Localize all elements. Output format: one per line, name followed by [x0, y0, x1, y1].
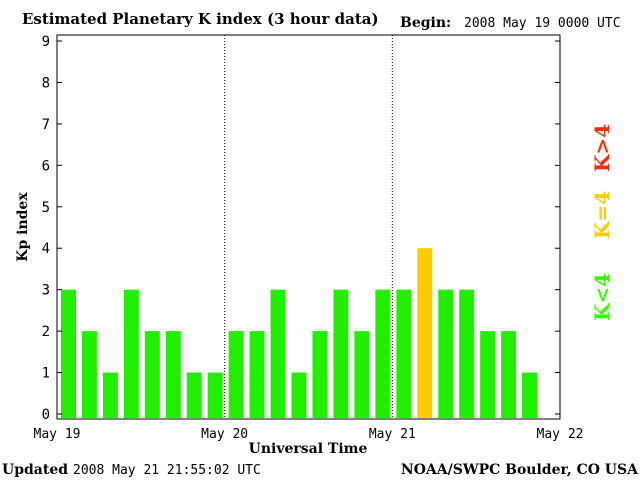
- y-tick-label: 6: [42, 158, 50, 174]
- x-axis-ticks: May 19 May 20 May 21 May 22: [34, 427, 584, 442]
- bar-series: [61, 248, 538, 418]
- kp-bar: [522, 372, 538, 418]
- kp-bar: [375, 289, 391, 418]
- kp-bar: [354, 331, 370, 418]
- y-tick-label: 3: [42, 283, 50, 299]
- y-tick-label: 2: [42, 324, 50, 340]
- kp-bar: [81, 331, 97, 418]
- updated-value: 2008 May 21 21:55:02 UTC: [73, 463, 261, 478]
- credit-text: NOAA/SWPC Boulder, CO USA: [401, 462, 639, 478]
- y-tick-label: 5: [42, 200, 50, 216]
- y-axis-label: Kp index: [15, 192, 31, 262]
- x-tick-label: May 22: [537, 427, 584, 442]
- y-tick-label: 0: [42, 407, 50, 423]
- y-axis-ticks: 0 1 2 3 4 5 6 7 8 9: [42, 34, 560, 423]
- legend: K<4 K=4 K>4: [590, 124, 614, 321]
- kp-bar: [144, 331, 160, 418]
- y-tick-label: 1: [42, 366, 50, 382]
- day-gridlines: [224, 35, 393, 419]
- kp-bar: [123, 289, 139, 418]
- kp-bar: [396, 289, 412, 418]
- legend-entry: K=4: [590, 191, 614, 239]
- kp-bar: [333, 289, 349, 418]
- kp-bar: [228, 331, 244, 418]
- x-tick-label: May 20: [201, 427, 248, 442]
- x-tick-label: May 19: [34, 427, 81, 442]
- kp-bar: [417, 248, 433, 418]
- legend-entry: K>4: [590, 124, 614, 172]
- kp-bar: [186, 372, 202, 418]
- y-tick-label: 4: [42, 241, 50, 257]
- y-tick-label: 7: [42, 117, 50, 133]
- kp-bar: [102, 372, 118, 418]
- begin-label: Begin:: [400, 15, 451, 31]
- plot-frame: [56, 34, 561, 420]
- x-tick-label: May 21: [369, 427, 416, 442]
- kp-bar: [501, 331, 517, 418]
- kp-bar: [61, 289, 76, 418]
- kp-bar: [459, 289, 475, 418]
- y-tick-label: 8: [42, 75, 50, 91]
- y-tick-label: 9: [42, 34, 50, 50]
- kp-bar: [165, 331, 181, 418]
- chart-title: Estimated Planetary K index (3 hour data…: [22, 10, 379, 28]
- updated-label: Updated: [2, 462, 68, 478]
- legend-entry: K<4: [590, 273, 614, 321]
- x-axis-label: Universal Time: [249, 441, 368, 457]
- begin-value: 2008 May 19 0000 UTC: [464, 16, 621, 31]
- kp-bar: [270, 289, 286, 418]
- kp-bar: [249, 331, 265, 418]
- kp-bar: [312, 331, 328, 418]
- kp-bar: [480, 331, 496, 418]
- kp-bar: [207, 372, 223, 418]
- kp-bar: [438, 289, 454, 418]
- kp-bar: [291, 372, 307, 418]
